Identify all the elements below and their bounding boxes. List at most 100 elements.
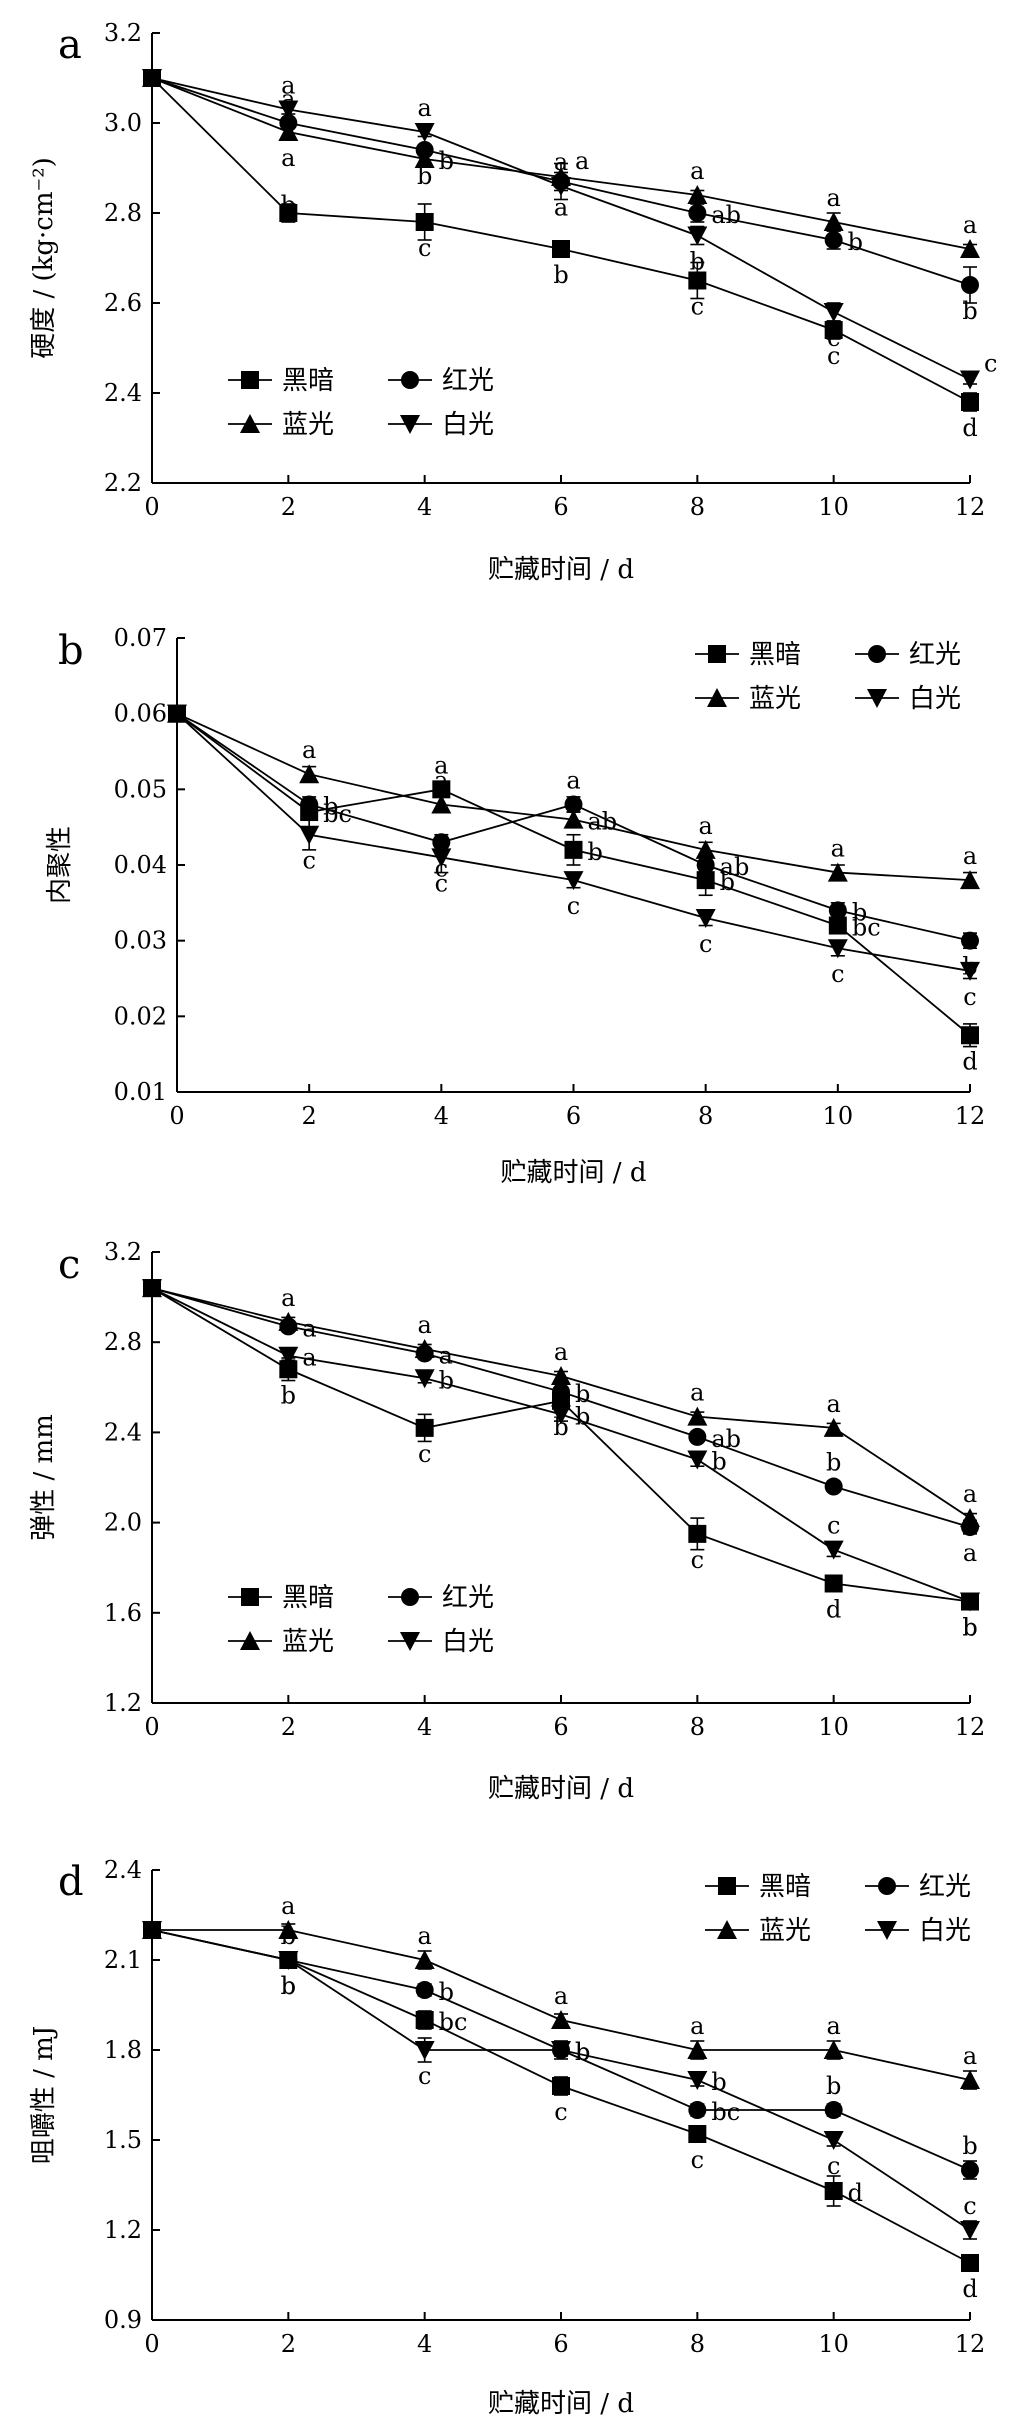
significance-label: c bbox=[691, 1546, 704, 1574]
y-tick-label: 2.6 bbox=[104, 289, 142, 317]
data-point bbox=[414, 1950, 435, 1969]
panel-letter: c bbox=[58, 1242, 80, 1288]
legend-marker bbox=[708, 645, 726, 663]
significance-label: b bbox=[962, 297, 977, 325]
legend-marker bbox=[401, 1588, 419, 1606]
data-point bbox=[431, 794, 452, 814]
data-point bbox=[142, 1279, 162, 1299]
significance-label: a bbox=[831, 835, 845, 863]
y-axis-label: 硬度 / (kg·cm⁻²) bbox=[29, 157, 59, 359]
significance-label: a bbox=[418, 1311, 432, 1339]
legend-label: 黑暗 bbox=[282, 1583, 334, 1613]
data-point bbox=[696, 871, 715, 890]
data-point bbox=[687, 1406, 708, 1426]
significance-label: b bbox=[575, 2038, 590, 2066]
legend-marker bbox=[707, 688, 727, 707]
data-point bbox=[415, 1981, 434, 1999]
significance-label: c bbox=[691, 2146, 704, 2174]
significance-label: b bbox=[281, 1972, 296, 2000]
significance-label: c bbox=[827, 324, 840, 352]
significance-label: a bbox=[963, 842, 977, 870]
significance-label: b bbox=[962, 1614, 977, 1642]
significance-label: c bbox=[699, 930, 712, 958]
significance-label: a bbox=[434, 766, 448, 794]
data-point bbox=[278, 122, 299, 141]
significance-label: d bbox=[848, 2179, 863, 2207]
significance-label: a bbox=[575, 147, 589, 175]
data-point bbox=[278, 1346, 299, 1366]
significance-label: c bbox=[567, 892, 580, 920]
significance-label: c bbox=[418, 1440, 431, 1468]
y-tick-label: 1.6 bbox=[104, 1599, 142, 1627]
data-point bbox=[827, 939, 848, 959]
significance-label: b bbox=[439, 1978, 454, 2006]
data-point bbox=[823, 212, 844, 231]
x-tick-label: 4 bbox=[417, 1713, 432, 1741]
significance-label: b bbox=[323, 792, 338, 820]
data-point bbox=[960, 961, 980, 981]
significance-label: b bbox=[575, 1380, 590, 1408]
significance-label: b bbox=[711, 1447, 726, 1475]
data-point bbox=[960, 1508, 980, 1528]
data-point bbox=[414, 1369, 435, 1389]
significance-label: b bbox=[962, 1614, 977, 1642]
data-point bbox=[688, 2125, 707, 2143]
significance-label: b bbox=[826, 1449, 841, 1477]
significance-label: bc bbox=[323, 800, 352, 828]
significance-label: b bbox=[720, 868, 735, 896]
legend-marker bbox=[240, 1631, 260, 1650]
y-tick-label: 2.2 bbox=[104, 469, 142, 497]
data-point bbox=[415, 2011, 434, 2029]
data-point bbox=[688, 204, 707, 222]
data-point bbox=[824, 231, 843, 249]
significance-label: ab bbox=[711, 201, 741, 229]
significance-label: a bbox=[963, 1539, 977, 1567]
y-tick-label: 0.07 bbox=[114, 624, 167, 652]
data-point bbox=[278, 1311, 299, 1331]
y-tick-label: 1.5 bbox=[104, 2126, 142, 2154]
significance-label: a bbox=[418, 94, 432, 122]
x-tick-label: 12 bbox=[955, 1102, 986, 1130]
significance-label: b bbox=[690, 248, 705, 276]
x-axis-label: 贮藏时间 / d bbox=[488, 555, 634, 585]
legend-label: 蓝光 bbox=[282, 410, 334, 440]
significance-label: a bbox=[827, 184, 841, 212]
significance-label: b bbox=[281, 191, 296, 219]
chart-panel-a: 0 2 4 6 8 10 12 2.2 2.4 2.6 2.8 3.0 3.2 a 贮藏时间 / d 硬度 /… bbox=[29, 19, 997, 585]
significance-label: b bbox=[575, 2038, 590, 2066]
x-tick-label: 2 bbox=[281, 2330, 296, 2358]
x-tick-label: 10 bbox=[818, 2330, 849, 2358]
significance-label: c bbox=[418, 2062, 431, 2090]
significance-label: ab bbox=[720, 853, 750, 881]
data-point bbox=[552, 2077, 570, 2095]
significance-label: b bbox=[439, 1366, 454, 1394]
data-point bbox=[563, 871, 584, 891]
significance-label: d bbox=[826, 1595, 841, 1623]
legend-marker bbox=[400, 1632, 420, 1651]
y-tick-label: 0.05 bbox=[114, 775, 167, 803]
significance-label: a bbox=[439, 1341, 453, 1369]
significance-label: a bbox=[281, 144, 295, 172]
x-tick-label: 8 bbox=[690, 493, 705, 521]
y-tick-label: 2.0 bbox=[104, 1509, 142, 1537]
legend-marker bbox=[868, 645, 886, 663]
significance-label: bc bbox=[439, 2008, 468, 2036]
significance-label: c bbox=[827, 342, 840, 370]
data-point bbox=[278, 100, 299, 120]
legend-marker bbox=[400, 415, 420, 434]
significance-label: a bbox=[302, 1314, 316, 1342]
significance-label: bc bbox=[711, 2098, 740, 2126]
y-tick-label: 2.1 bbox=[104, 1946, 142, 1974]
legend-label: 黑暗 bbox=[749, 640, 801, 670]
y-tick-label: 0.02 bbox=[114, 1002, 167, 1030]
data-point bbox=[414, 1338, 435, 1358]
data-point bbox=[688, 1427, 707, 1446]
significance-label: a bbox=[963, 211, 977, 239]
data-point bbox=[688, 271, 707, 290]
significance-label: b bbox=[826, 2072, 841, 2100]
x-tick-label: 10 bbox=[823, 1102, 854, 1130]
y-tick-label: 2.8 bbox=[104, 199, 142, 227]
